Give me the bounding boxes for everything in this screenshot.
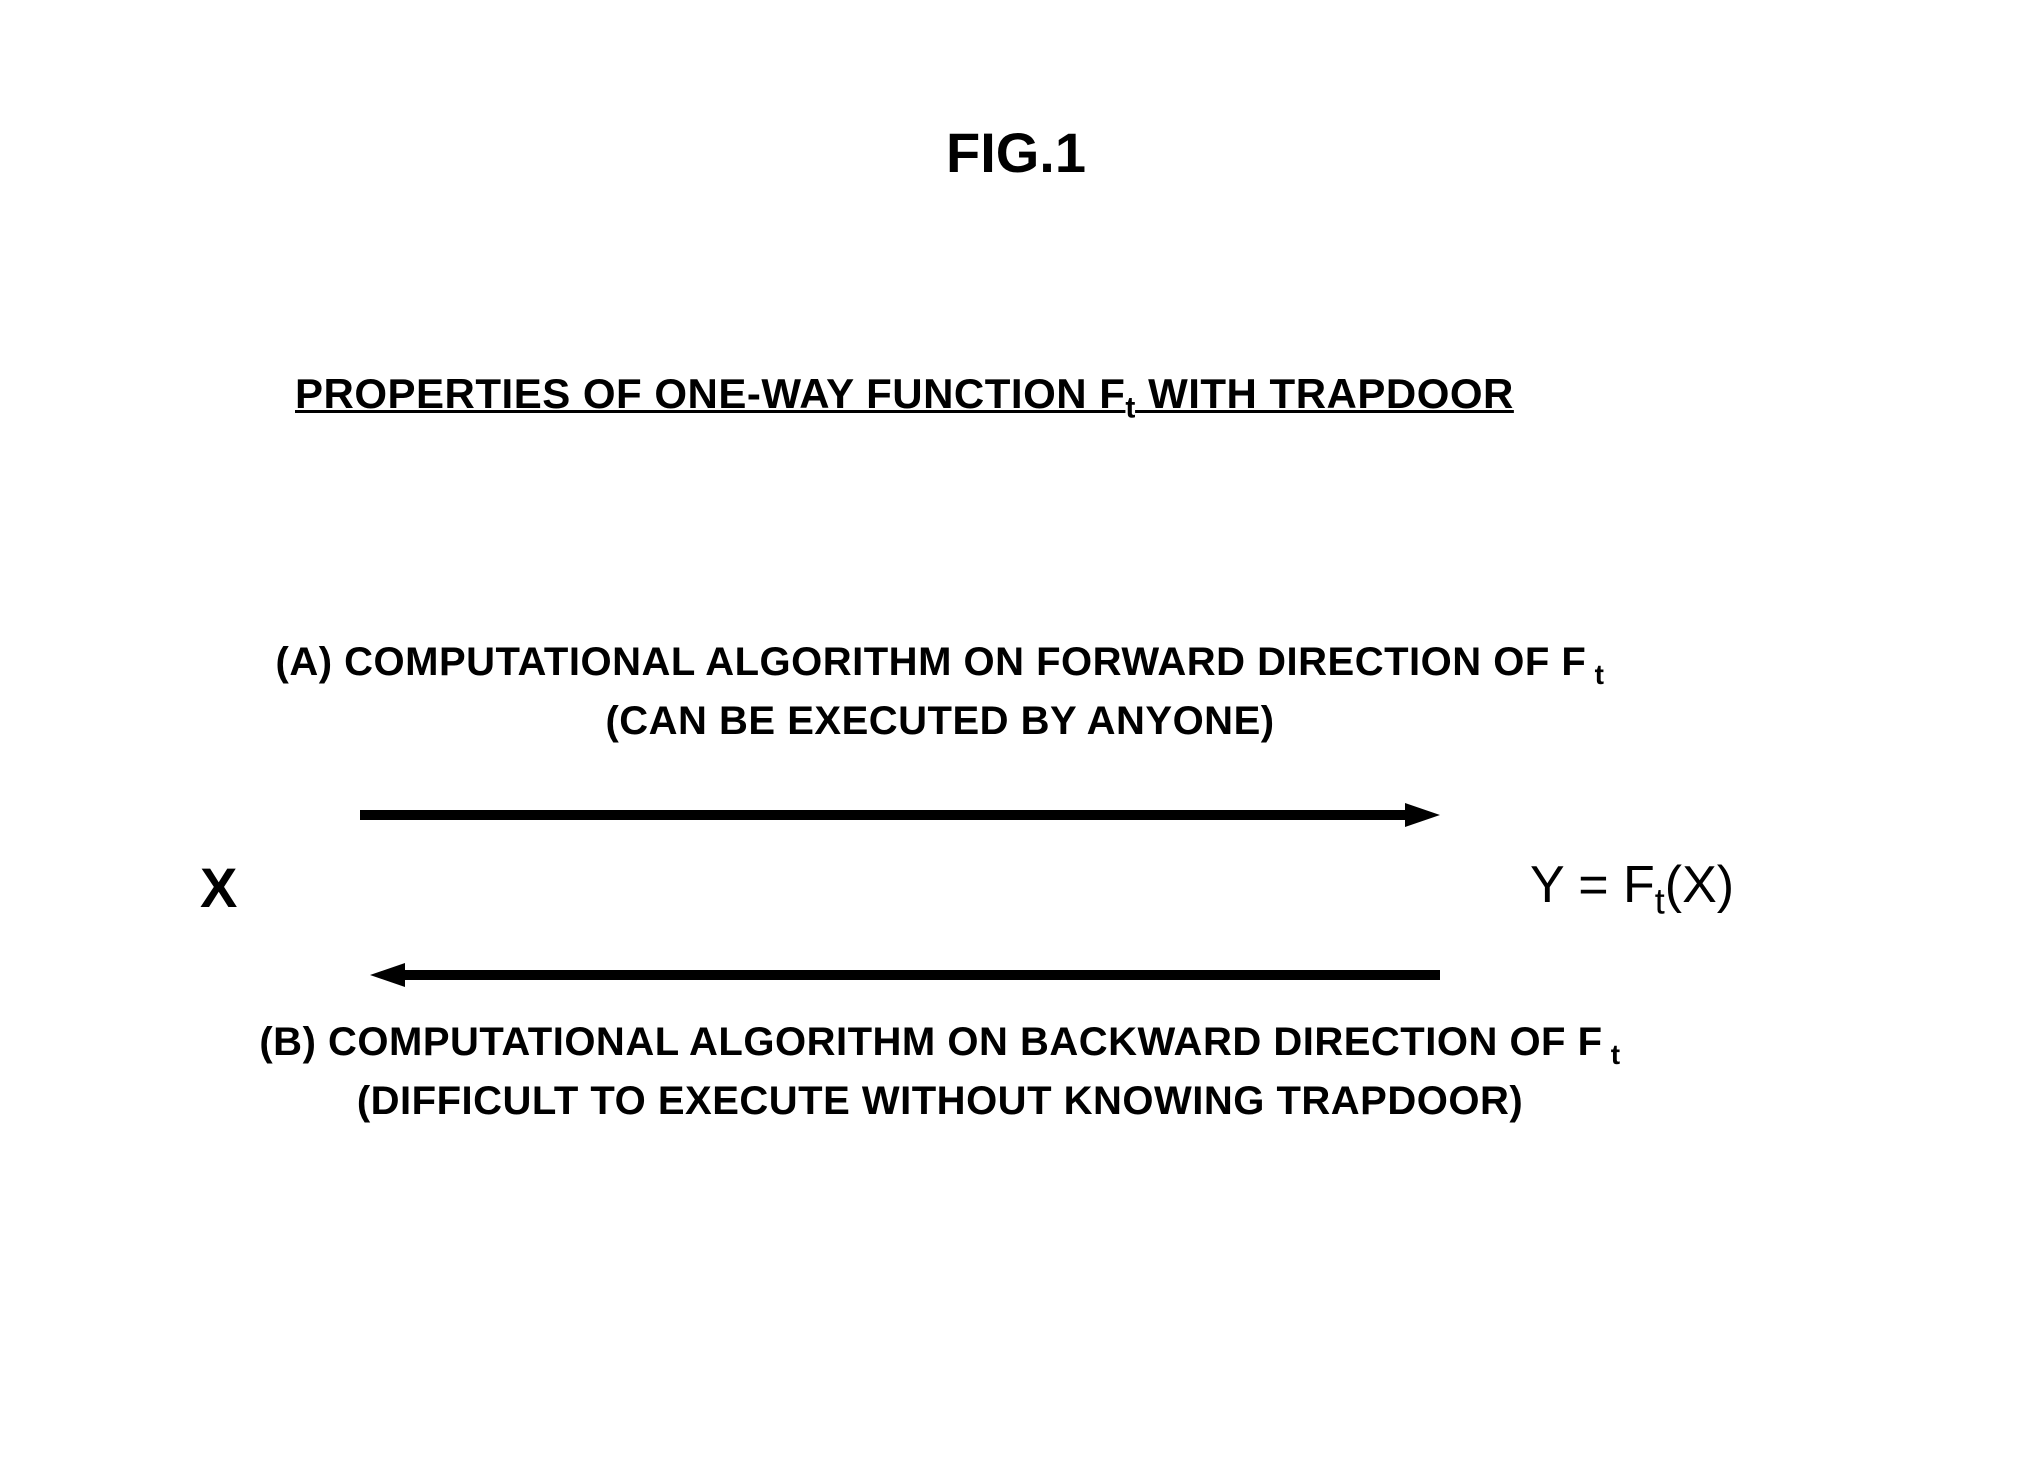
- section-a-line2: (CAN BE EXECUTED BY ANYONE): [240, 699, 1640, 744]
- section-a-line1-sub: t: [1586, 659, 1604, 690]
- section-b: (B) COMPUTATIONAL ALGORITHM ON BACKWARD …: [230, 1020, 1650, 1124]
- section-b-line1-sub: t: [1603, 1039, 1621, 1070]
- figure-title: FIG.1: [946, 120, 1086, 185]
- section-b-line1: (B) COMPUTATIONAL ALGORITHM ON BACKWARD …: [230, 1020, 1650, 1071]
- section-b-line2: (DIFFICULT TO EXECUTE WITHOUT KNOWING TR…: [230, 1079, 1650, 1124]
- subtitle-subscript: t: [1125, 391, 1136, 424]
- forward-arrow: [360, 800, 1440, 830]
- figure-subtitle: PROPERTIES OF ONE-WAY FUNCTION Ft WITH T…: [295, 370, 1514, 425]
- x-label: X: [200, 855, 237, 920]
- section-a: (A) COMPUTATIONAL ALGORITHM ON FORWARD D…: [240, 640, 1640, 744]
- subtitle-prefix: PROPERTIES OF ONE-WAY FUNCTION F: [295, 370, 1125, 417]
- subtitle-suffix: WITH TRAPDOOR: [1136, 370, 1514, 417]
- section-a-line1-prefix: (A) COMPUTATIONAL ALGORITHM ON FORWARD D…: [276, 640, 1587, 684]
- y-label-sub: t: [1655, 880, 1665, 921]
- y-label-suffix: (X): [1665, 856, 1734, 914]
- backward-arrow: [370, 960, 1440, 990]
- section-a-line1: (A) COMPUTATIONAL ALGORITHM ON FORWARD D…: [240, 640, 1640, 691]
- section-b-line1-prefix: (B) COMPUTATIONAL ALGORITHM ON BACKWARD …: [259, 1020, 1602, 1064]
- y-label-prefix: Y = F: [1530, 856, 1655, 914]
- y-label: Y = Ft(X): [1530, 855, 1734, 922]
